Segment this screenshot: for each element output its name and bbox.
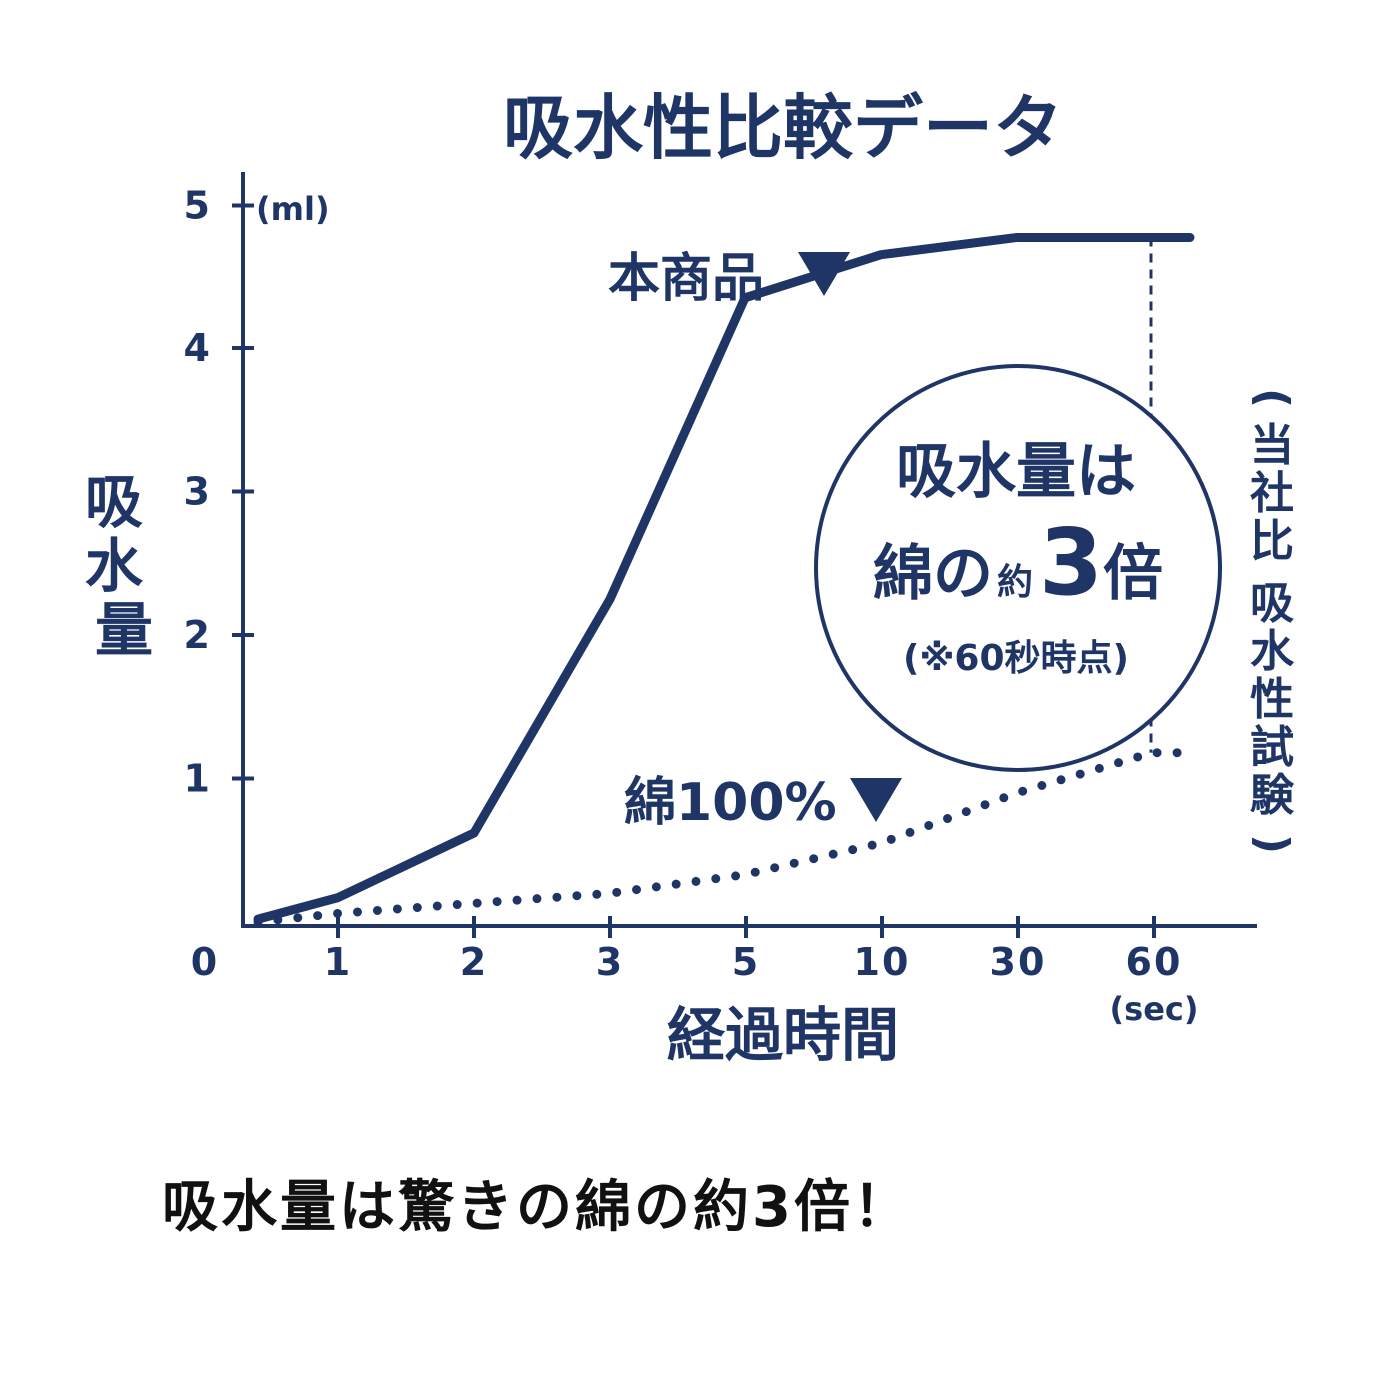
x-axis-title: 経過時間 [667,1001,899,1069]
x-tick-label: 5 [732,940,760,984]
series-label-cotton: 綿100% [624,773,837,833]
series-line-product [253,233,1195,924]
x-tick-label: 1 [324,940,352,984]
side-note-company: ( 当社比 [1247,388,1298,567]
x-tick-label: 30 [990,940,1047,984]
chart-title: 吸水性比較データ [503,87,1063,169]
side-note-char: ) [1247,834,1298,854]
y-tick-label: 2 [184,613,212,657]
x-tick-label: 60 [1126,940,1183,984]
x-tick-label: 10 [854,940,911,984]
side-note-char: 当 [1250,420,1294,471]
callout-line-1: 吸水量は [896,437,1136,507]
y-tick-label: 4 [184,326,212,370]
y-tick-label: 5 [184,184,212,228]
side-note-char: 性 [1250,674,1294,725]
series-label-product: 本商品 [608,249,764,309]
x-tick-label: 3 [596,940,624,984]
y-tick-label: 3 [184,470,212,514]
side-note-char: 試 [1250,722,1294,773]
side-note-char: 験 [1250,770,1295,821]
callout-note: (※60秒時点) [903,638,1129,679]
down-triangle-icon [850,778,902,822]
side-note-char: 比 [1250,516,1294,567]
callout-circle [814,364,1222,772]
y-unit: (ml) [256,190,330,228]
side-note-char: 吸 [1250,578,1294,629]
side-note-char: ( [1247,388,1298,408]
down-triangle-icon [798,252,850,296]
x-tick-label: 2 [460,940,488,984]
side-note-char: 社 [1250,468,1294,519]
side-note-char: 水 [1250,626,1295,677]
x-unit: (sec) [1110,990,1199,1028]
x-tick-label: 0 [191,940,219,984]
y-axis-title: 吸 水 量 [85,468,163,664]
y-tick-label: 1 [184,757,212,801]
callout-line-2: 綿の 約3倍 [873,509,1163,616]
caption: 吸水量は驚きの綿の約3倍！ [162,1175,912,1240]
